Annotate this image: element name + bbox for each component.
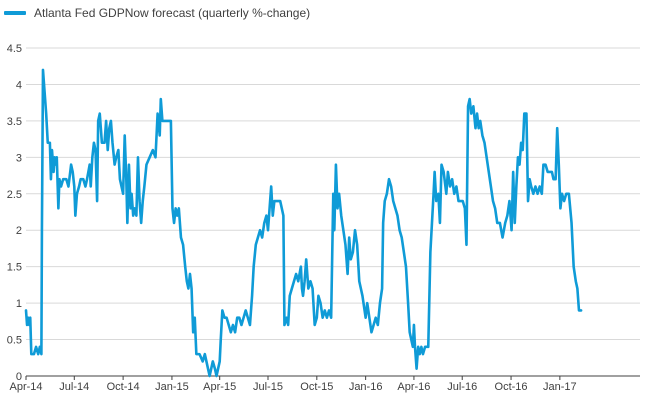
y-tick-label: 3 (16, 152, 22, 164)
legend-swatch (4, 11, 26, 15)
y-tick-label: 1.5 (7, 262, 22, 274)
y-tick-label: 0.5 (7, 335, 22, 347)
legend: Atlanta Fed GDPNow forecast (quarterly %… (4, 6, 310, 20)
y-tick-label: 4.5 (7, 43, 22, 55)
y-tick-label: 0 (16, 371, 22, 383)
series-line (24, 68, 583, 378)
legend-label: Atlanta Fed GDPNow forecast (quarterly %… (34, 6, 311, 20)
y-tick-label: 1 (16, 298, 22, 310)
x-tick-label: Jul-15 (253, 381, 283, 393)
y-axis-ticks: 0 0.5 1 1.5 2 2.5 3 3.5 4 4.5 (7, 43, 22, 383)
y-tick-label: 4 (16, 79, 22, 91)
series-layer (24, 68, 583, 378)
x-tick-label: Apr-14 (9, 381, 42, 393)
y-tick-label: 2 (16, 225, 22, 237)
x-tick-label: Oct-15 (300, 381, 333, 393)
y-tick-label: 3.5 (7, 116, 22, 128)
x-tick-label: Jan-15 (155, 381, 189, 393)
x-tick-label: Jul-14 (59, 381, 89, 393)
x-tick-label: Jan-17 (543, 381, 577, 393)
x-axis: Apr-14 Jul-14 Oct-14 Jan-15 Apr-15 Jul-15 Oct-… (9, 375, 640, 393)
x-tick-label: Apr-16 (397, 381, 430, 393)
x-tick-label: Jul-16 (447, 381, 477, 393)
x-tick-label: Apr-15 (203, 381, 236, 393)
x-tick-label: Jan-16 (349, 381, 383, 393)
x-tick-label: Oct-14 (107, 381, 140, 393)
y-tick-label: 2.5 (7, 189, 22, 201)
x-tick-label: Oct-16 (495, 381, 528, 393)
